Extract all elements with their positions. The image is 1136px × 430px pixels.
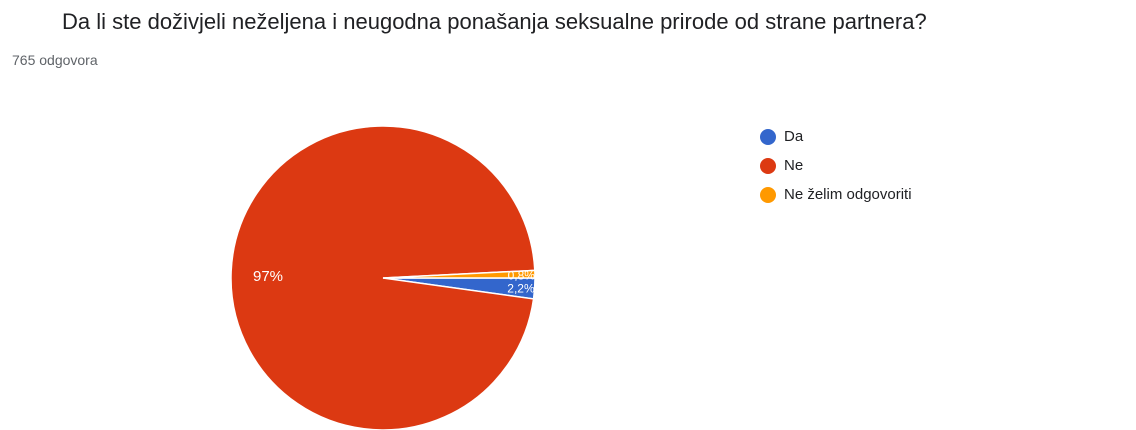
legend-item-ne-želim-odgovoriti[interactable]: Ne želim odgovoriti [760, 180, 912, 209]
legend-swatch [760, 186, 776, 203]
chart-legend: Da Ne Ne želim odgovoriti [760, 122, 912, 209]
slice-label-da: 2,2% [507, 282, 535, 296]
legend-item-da[interactable]: Da [760, 122, 912, 151]
legend-label: Ne želim odgovoriti [784, 186, 912, 203]
pie-slice-ne[interactable] [230, 125, 536, 430]
pie-slice-ne-želim-odgovoriti[interactable] [382, 269, 536, 279]
legend-label: Da [784, 128, 804, 145]
chart-title: Da li ste doživjeli neželjena i neugodna… [62, 9, 927, 34]
response-count: 765 odgovora [12, 52, 98, 68]
slice-label-ne: 97% [253, 268, 283, 285]
legend-swatch [760, 128, 776, 145]
legend-swatch [760, 157, 776, 174]
slice-label-ne-želim-odgovoriti: 0,8% [508, 269, 536, 283]
legend-item-ne[interactable]: Ne [760, 151, 912, 180]
legend-label: Ne [784, 157, 804, 174]
